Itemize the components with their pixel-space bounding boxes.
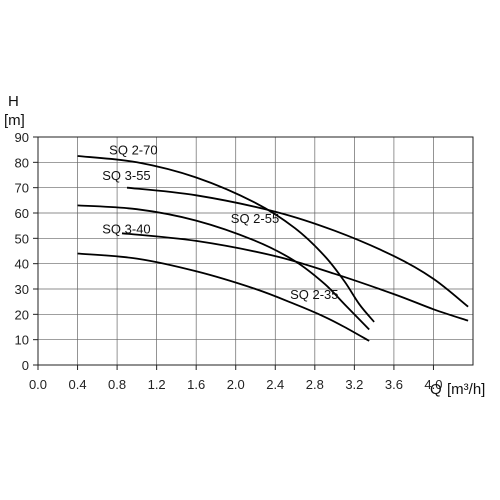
x-tick-label: 0.0: [29, 377, 47, 392]
x-tick-label: 4.0: [424, 377, 442, 392]
y-tick-label: 0: [22, 358, 29, 373]
y-tick-label: 90: [15, 130, 29, 145]
y-tick-label: 40: [15, 257, 29, 272]
y-tick-label: 10: [15, 333, 29, 348]
series-line-sq-2-55: [77, 204, 370, 331]
series-lines: [77, 155, 469, 342]
x-tick-label: 0.8: [108, 377, 126, 392]
series-line-sq-3-55: [126, 186, 469, 308]
y-tick-label: 70: [15, 181, 29, 196]
series-line-sq-2-70: [77, 155, 375, 323]
x-axis-unit: [m³/h]: [447, 381, 485, 398]
y-tick-label: 30: [15, 282, 29, 297]
series-line-sq-2-35: [77, 252, 370, 342]
series-line-sq-3-40: [121, 232, 469, 322]
x-tick-label: 1.6: [187, 377, 205, 392]
series-label-sq-3-55: SQ 3-55: [102, 168, 150, 183]
series-label-sq-3-40: SQ 3-40: [102, 221, 150, 236]
series-label-sq-2-35: SQ 2-35: [290, 287, 338, 302]
y-tick-label: 20: [15, 307, 29, 322]
y-tick-label: 80: [15, 155, 29, 170]
axis-ticks: 0.0 0.4 0.8 1.2 1.6 2.0 2.4 2.8 3.2 3.6 4.0 0 10 20 30…: [15, 130, 443, 392]
plot-frame: [37, 136, 474, 366]
x-tick-label: 2.4: [266, 377, 284, 392]
x-tick-label: 0.4: [69, 377, 87, 392]
x-axis-title: Q: [430, 381, 442, 398]
series-label-sq-2-70: SQ 2-70: [109, 143, 157, 158]
x-tick-label: 3.6: [385, 377, 403, 392]
y-tick-label: 50: [15, 231, 29, 246]
x-tick-label: 1.2: [148, 377, 166, 392]
x-tick-label: 3.2: [345, 377, 363, 392]
x-tick-label: 2.0: [227, 377, 245, 392]
x-tick-label: 2.8: [306, 377, 324, 392]
y-tick-label: 60: [15, 206, 29, 221]
y-axis-unit: [m]: [4, 112, 25, 129]
series-labels: SQ 2-70 SQ 3-55 SQ 2-55 SQ 3-40 SQ 2-35: [102, 143, 338, 302]
series-label-sq-2-55: SQ 2-55: [231, 211, 279, 226]
y-axis-title: H: [8, 93, 19, 110]
